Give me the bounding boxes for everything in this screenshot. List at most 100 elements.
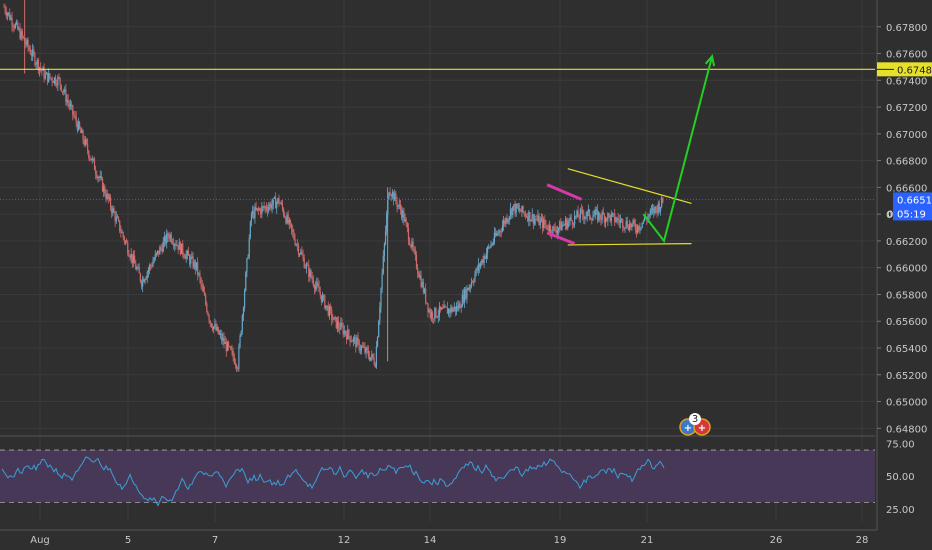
candle-body — [155, 252, 157, 255]
rsi-line — [1, 456, 665, 507]
candle-body — [342, 326, 344, 335]
candle-body — [29, 49, 31, 55]
time-axis[interactable]: Aug 5 7 12 14 19 21 26 28 — [0, 529, 877, 546]
candle-body — [107, 193, 109, 200]
candle-body — [404, 219, 406, 222]
candle-body — [280, 203, 282, 204]
candle-body — [529, 212, 531, 222]
candle-body — [617, 218, 619, 221]
candle-body — [562, 224, 564, 226]
candle-body — [587, 209, 589, 212]
candle-body — [313, 285, 316, 290]
candle-body — [224, 341, 226, 344]
candle-body — [552, 226, 554, 235]
candle-body — [405, 219, 407, 224]
candle-body — [598, 212, 600, 221]
candle-body — [339, 327, 341, 330]
candle-body — [288, 219, 290, 224]
candle-body — [128, 253, 130, 257]
candle-body — [585, 216, 587, 218]
candle-body — [35, 64, 37, 66]
candle-body — [310, 270, 312, 278]
candle-body — [232, 350, 234, 358]
candle-body — [325, 305, 327, 309]
candle-body — [348, 329, 350, 337]
candle-body — [647, 216, 649, 220]
candle-body — [183, 254, 185, 257]
candle-body — [444, 305, 446, 307]
candle-body — [285, 217, 287, 224]
candle-body — [618, 220, 620, 223]
candle-body — [113, 208, 115, 213]
candle-body — [376, 337, 379, 347]
candle-body — [223, 337, 225, 344]
candle-body — [292, 229, 294, 233]
candle-body — [429, 310, 431, 318]
candle-body — [649, 210, 651, 215]
candle-body — [513, 204, 515, 207]
candle-body — [296, 244, 298, 246]
candle-body — [293, 232, 295, 239]
candle-body — [574, 215, 576, 225]
candle-body — [411, 241, 413, 247]
candle-body — [577, 210, 579, 218]
candle-body — [655, 206, 657, 209]
candle-body — [346, 334, 348, 340]
candle-body — [648, 214, 650, 217]
candle-body — [572, 224, 575, 226]
candle-body — [260, 209, 262, 215]
candle-body — [143, 278, 145, 283]
candle-body — [126, 241, 128, 243]
candle-body — [357, 337, 359, 341]
candle-body — [637, 225, 639, 233]
candle-body — [476, 268, 478, 271]
candle-body — [328, 306, 331, 316]
candle-body — [568, 220, 570, 223]
candle-body — [450, 307, 452, 313]
candle-body — [198, 273, 200, 275]
candle-body — [50, 77, 52, 79]
candle-body — [178, 242, 180, 250]
candle-body — [595, 209, 597, 211]
candle-body — [453, 306, 455, 310]
candle-body — [483, 256, 485, 263]
candle-body — [225, 341, 227, 352]
candle-body — [524, 213, 526, 217]
candle-body — [627, 227, 630, 231]
candle-body — [175, 244, 177, 246]
candle-body — [555, 230, 557, 234]
candle-body — [412, 241, 414, 249]
candle-body — [356, 337, 358, 348]
price-axis[interactable]: 0.67800 0.67600 0.67400 0.67200 0.67000 0.668… — [876, 0, 927, 530]
candle-body — [351, 341, 353, 342]
candle-body — [319, 292, 321, 295]
candle-body — [199, 273, 201, 279]
candle-body — [426, 301, 428, 304]
candle-body — [521, 205, 523, 212]
candle-body — [538, 215, 540, 226]
candle-body — [427, 303, 429, 312]
candle-body — [121, 232, 123, 234]
candle-body — [469, 286, 471, 288]
candle-body — [419, 275, 421, 278]
candle-body — [472, 282, 474, 283]
candle-body — [611, 213, 614, 215]
candle-body — [515, 204, 517, 214]
event-plus-icon: + — [698, 423, 706, 434]
candle-body — [355, 337, 357, 348]
candle-body — [148, 265, 151, 270]
candle-body — [299, 253, 301, 255]
candle-body — [421, 282, 423, 287]
time-tick-label: 5 — [125, 535, 131, 546]
candle-body — [58, 77, 60, 78]
candle-body — [138, 267, 140, 274]
candle-body — [599, 212, 601, 219]
candle-body — [326, 305, 328, 307]
candle-body — [561, 225, 563, 231]
candle-body — [135, 263, 137, 270]
candle-body — [64, 89, 66, 93]
candle-body — [658, 203, 661, 212]
candle-body — [21, 31, 23, 37]
event-badge[interactable]: + +3 — [679, 413, 711, 436]
